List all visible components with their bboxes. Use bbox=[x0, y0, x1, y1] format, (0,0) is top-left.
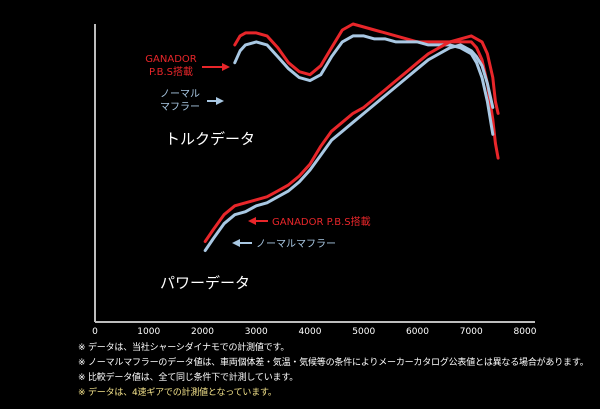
torque-normal-line bbox=[233, 34, 495, 136]
torque-red-arrow-icon bbox=[222, 63, 230, 71]
note-1: ※ データは、当社シャーシダイナモでの計測値です。 bbox=[78, 343, 290, 353]
x-tick-label: 3000 bbox=[245, 327, 268, 337]
torque-red-label-line2: P.B.S搭載 bbox=[149, 65, 193, 78]
torque-red-label-line1: GANADOR bbox=[145, 54, 196, 65]
torque-labels: GANADOR P.B.S搭載 ノーマル マフラー トルクデータ bbox=[145, 54, 255, 148]
note-3: ※ 比較データ値は、全て同じ条件下で計測しています。 bbox=[78, 373, 299, 383]
torque-ganador-line bbox=[233, 22, 500, 160]
power-blue-label: ノーマルマフラー bbox=[256, 238, 336, 250]
series-lines bbox=[203, 22, 500, 252]
x-tick-label: 5000 bbox=[352, 327, 375, 337]
power-labels: GANADOR P.B.S搭載 ノーマルマフラー パワーデータ bbox=[160, 215, 371, 292]
torque-blue-label-line2: マフラー bbox=[160, 101, 200, 113]
chart-axes bbox=[94, 24, 535, 323]
torque-group-label: トルクデータ bbox=[165, 130, 255, 148]
x-tick-label: 6000 bbox=[406, 327, 429, 337]
x-tick-label: 0 bbox=[92, 327, 98, 337]
x-tick-labels: 0 1000 2000 3000 4000 5000 6000 7000 8000 bbox=[92, 327, 537, 337]
power-normal-line bbox=[203, 43, 495, 252]
x-tick-label: 2000 bbox=[191, 327, 214, 337]
power-red-arrow-icon bbox=[248, 217, 256, 225]
note-4: ※ データは、4速ギアでの計測値となっています。 bbox=[78, 388, 277, 398]
note-2: ※ ノーマルマフラーのデータ値は、車両個体差・気温・気候等の条件によりメーカーカ… bbox=[78, 358, 589, 368]
x-tick-label: 4000 bbox=[299, 327, 322, 337]
x-tick-label: 7000 bbox=[460, 327, 483, 337]
power-blue-arrow-icon bbox=[232, 239, 240, 247]
x-tick-label: 8000 bbox=[514, 327, 537, 337]
torque-blue-arrow-icon bbox=[216, 97, 224, 105]
power-red-label: GANADOR P.B.S搭載 bbox=[272, 215, 371, 228]
power-group-label: パワーデータ bbox=[160, 274, 250, 292]
x-tick-label: 1000 bbox=[137, 327, 160, 337]
torque-blue-label-line1: ノーマル bbox=[160, 89, 200, 100]
power-ganador-line bbox=[203, 34, 500, 243]
